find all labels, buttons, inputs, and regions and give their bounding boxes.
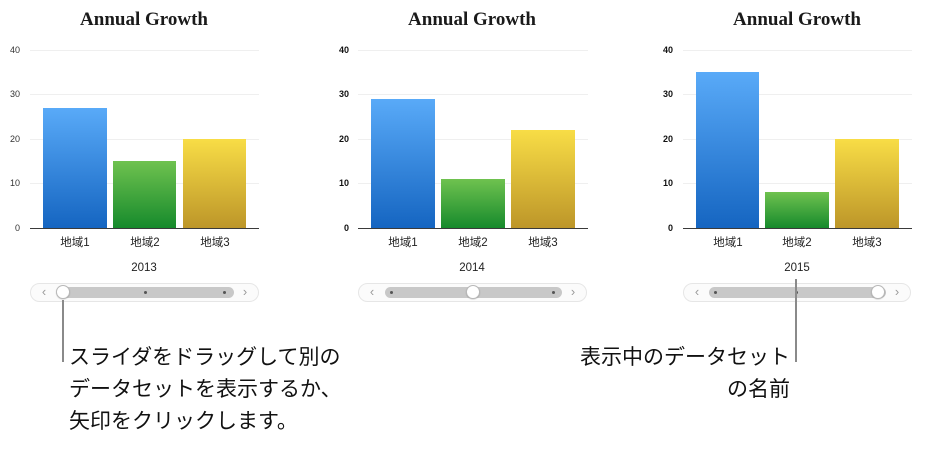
dataset-name-callout-line [795,279,797,362]
slider-thumb[interactable] [56,285,70,299]
y-tick-30: 30 [9,89,20,99]
gridline-30 [358,94,588,95]
dataset-slider[interactable]: ‹ › [30,283,259,302]
next-dataset-arrow-icon[interactable]: › [570,284,576,299]
gridline-40 [358,50,588,51]
category-label: 地域3 [852,237,882,249]
y-tick-0: 0 [14,223,20,233]
callout-line-text: データセットを表示するか、 [69,377,342,401]
step-dot [144,291,147,294]
bar-region2 [441,179,505,228]
gridline-40 [30,50,259,51]
x-axis-line [358,228,588,229]
y-tick-30: 30 [662,89,673,99]
gridline-30 [683,94,912,95]
y-tick-20: 20 [9,134,20,144]
plot-area-2015 [683,50,912,229]
y-tick-0: 0 [343,223,349,233]
y-tick-20: 20 [662,134,673,144]
bar-region2 [765,192,829,228]
gridline-40 [683,50,912,51]
bar-region1 [43,108,107,228]
step-dot [552,291,555,294]
next-dataset-arrow-icon[interactable]: › [894,284,900,299]
bar-region2 [113,161,176,228]
chart-2014: Annual Growth [328,0,628,310]
callout-line-text: スライダをドラッグして別の [69,345,341,369]
bar-region1 [696,72,759,228]
slider-thumb[interactable] [466,285,480,299]
slider-callout-line [62,300,64,362]
category-label: 地域1 [713,237,743,249]
chart-title: Annual Growth [733,9,861,30]
plot-area-2013 [30,50,259,229]
y-tick-20: 20 [338,134,349,144]
chart-2015: Annual Growth [653,0,931,310]
y-tick-40: 40 [338,45,349,55]
step-dot [390,291,393,294]
category-label: 地域2 [458,237,488,249]
slider-track[interactable] [385,285,562,299]
category-label: 地域1 [388,237,418,249]
category-label: 地域2 [130,237,160,249]
chart-title: Annual Growth [80,9,208,30]
gridline-10 [683,183,912,184]
bar-region3 [183,139,246,228]
gridline-20 [30,139,259,140]
category-label: 地域1 [60,237,90,249]
slider-track[interactable] [709,285,886,299]
x-axis-line [683,228,912,229]
y-tick-40: 40 [662,45,673,55]
y-tick-10: 10 [662,178,673,188]
bar-region1 [371,99,435,228]
category-label: 地域3 [528,237,558,249]
gridline-20 [683,139,912,140]
bar-region3 [835,139,899,228]
slider-track[interactable] [56,285,234,299]
dataset-slider[interactable]: ‹ › [683,283,911,302]
step-dot [223,291,226,294]
chart-title: Annual Growth [408,9,536,30]
plot-area-2014 [358,50,588,229]
callout-line-text: 矢印をクリックします。 [69,409,298,433]
dataset-name-label: 2013 [131,262,157,274]
y-tick-10: 10 [9,178,20,188]
callout-line-text: の名前 [727,377,790,401]
prev-dataset-arrow-icon[interactable]: ‹ [369,284,375,299]
y-tick-40: 40 [9,45,20,55]
x-axis-line [30,228,259,229]
category-label: 地域3 [200,237,230,249]
gridline-30 [30,94,259,95]
slider-thumb[interactable] [871,285,885,299]
chart-2013: Annual Growth [0,0,300,310]
slider-callout-text: スライダをドラッグして別の データセットを表示するか、 矢印をクリックします。 [69,341,342,437]
dataset-name-label: 2014 [459,262,485,274]
category-label: 地域2 [782,237,812,249]
callout-line-text: 表示中のデータセット [580,345,790,369]
prev-dataset-arrow-icon[interactable]: ‹ [41,284,47,299]
gridline-20 [358,139,588,140]
dataset-slider[interactable]: ‹ › [358,283,587,302]
bar-region3 [511,130,575,228]
dataset-name-callout-text: 表示中のデータセット の名前 [520,341,790,405]
prev-dataset-arrow-icon[interactable]: ‹ [694,284,700,299]
next-dataset-arrow-icon[interactable]: › [242,284,248,299]
step-dot [714,291,717,294]
y-tick-10: 10 [338,178,349,188]
dataset-name-label: 2015 [784,262,810,274]
y-tick-30: 30 [338,89,349,99]
y-tick-0: 0 [667,223,673,233]
